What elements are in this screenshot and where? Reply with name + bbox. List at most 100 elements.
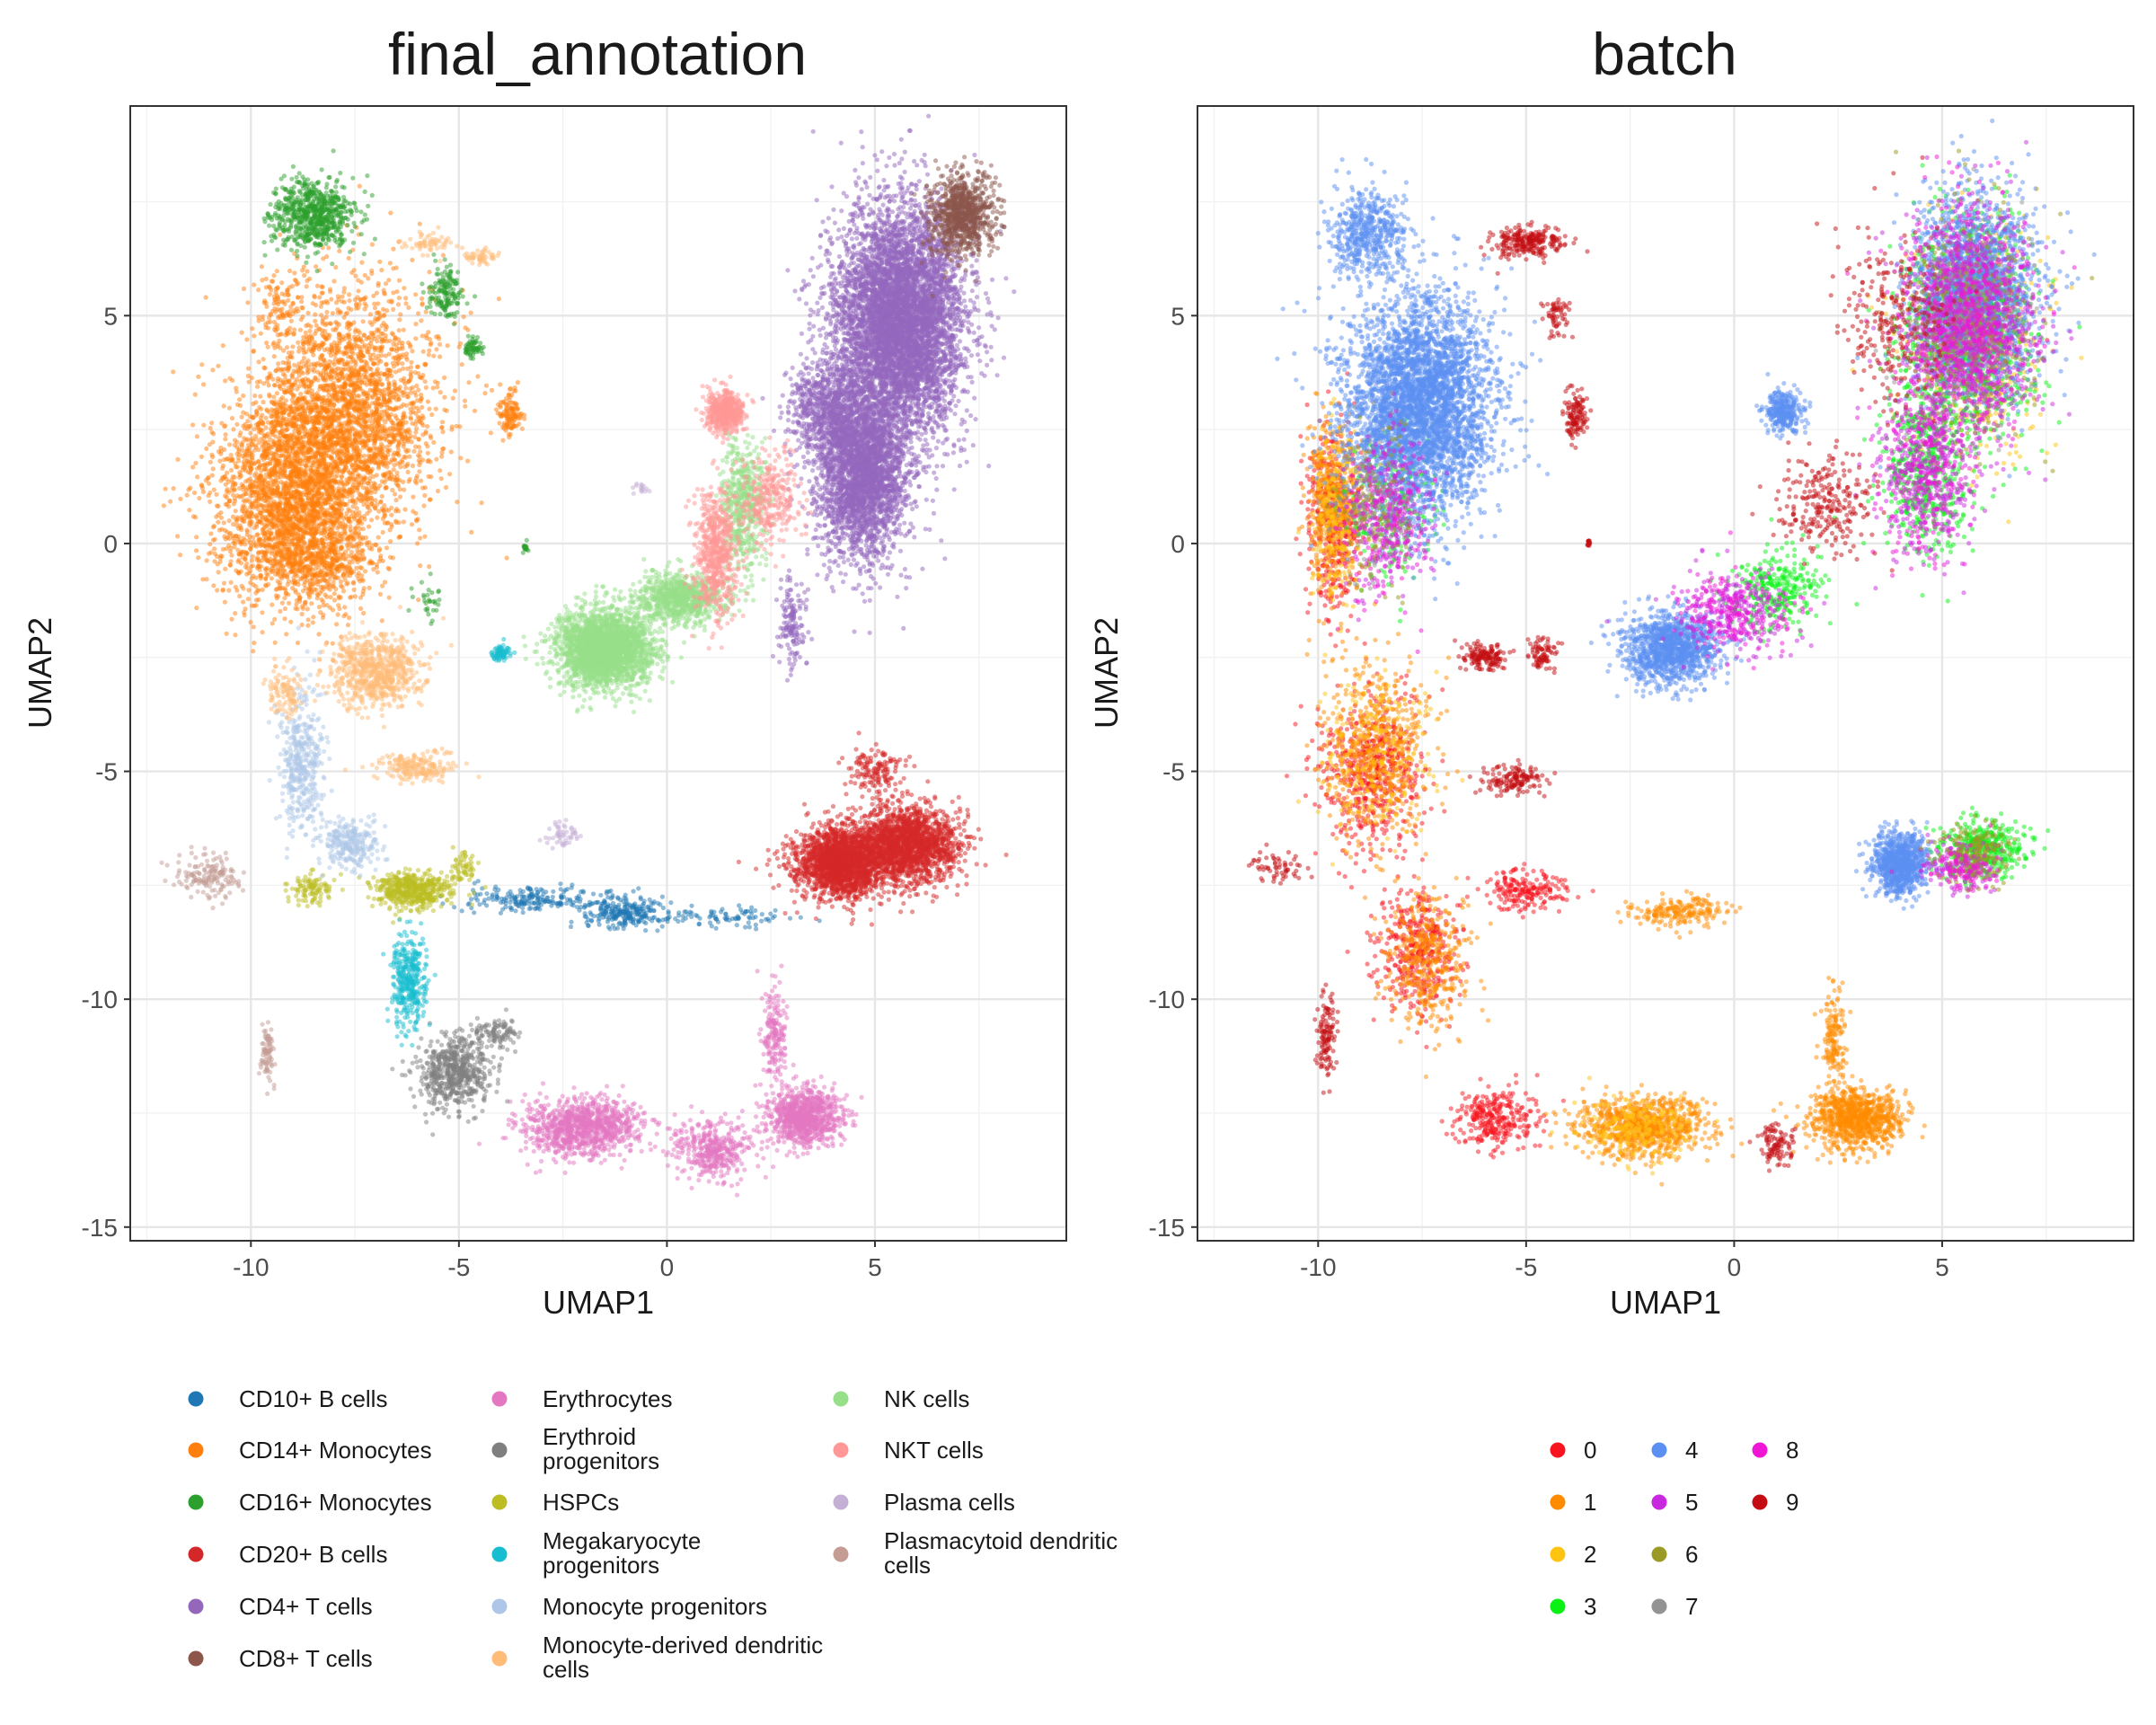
legend-batch: 0 1 2 3 4 5 6 7 8 9 [1551,1437,1799,1620]
legend-item: 7 [1652,1593,1699,1620]
y-axis-title-final-annotation: UMAP2 [22,617,58,729]
legend-item: Plasmacytoid dendritic cells [834,1527,1118,1579]
legend-label: CD20+ B cells [239,1541,387,1568]
legend-key [1551,1495,1566,1510]
legend-item: 1 [1551,1489,1597,1516]
legend-label: Erythroid progenitors [543,1423,659,1474]
legend-key [492,1599,508,1614]
legend-item: 6 [1652,1541,1699,1568]
legend-item: CD14+ Monocytes [189,1437,432,1464]
series-plasmacytoid-dendritic-cells-points [160,845,278,1096]
y-tick-label: 0 [1171,530,1185,558]
x-axis-title-batch: UMAP1 [1610,1284,1721,1321]
legend-label: 3 [1584,1593,1596,1620]
legend-label: Monocyte progenitors [543,1593,767,1620]
legend-key [189,1651,204,1667]
y-ticks-batch: -15 -10 -5 0 5 [1149,302,1197,1241]
points-final-annotation [160,114,1017,1198]
legend-key [189,1443,204,1458]
final-annotation-panel: final_annotation -10 -5 0 5 -15-10-505 UMAP… [22,21,1118,1683]
x-ticks-final-annotation: -10 -5 0 5 [233,1241,882,1281]
legend-label: CD16+ Monocytes [239,1489,432,1516]
batch-panel: batch -10 -5 0 5 -15 -10 -5 0 5 UMAP1 UMAP2 0 1 2… [1088,21,2134,1620]
legend-item: NKT cells [834,1437,984,1464]
legend-label: 9 [1786,1489,1798,1516]
legend-item: Erythroid progenitors [492,1423,660,1474]
legend-item: Megakaryocyte progenitors [492,1527,702,1579]
legend-label: Erythrocytes [543,1385,673,1412]
legend-item: 3 [1551,1593,1597,1620]
legend-key [492,1651,508,1667]
series-cd10-b-cells-points [438,879,822,933]
legend-key [492,1495,508,1510]
x-tick-label: 0 [1727,1253,1742,1281]
legend-key [1652,1547,1667,1562]
legend-key [189,1392,204,1407]
legend-item: 2 [1551,1541,1597,1568]
legend-label: 8 [1786,1437,1798,1464]
legend-label: 7 [1685,1593,1698,1620]
legend-item: CD8+ T cells [189,1645,373,1672]
legend-item: Erythrocytes [492,1385,673,1412]
points-batch [1247,119,2097,1187]
legend-key [834,1443,849,1458]
series-hspcs-points [283,845,488,925]
legend-key [1753,1495,1768,1510]
x-axis-title-final-annotation: UMAP1 [543,1284,654,1321]
y-ticks-final-annotation: -15 -10 -5 0 5 [82,302,130,1241]
legend-label: Plasmacytoid dendritic cells [884,1527,1118,1579]
x-ticks-batch: -10 -5 0 5 [1300,1241,1949,1281]
legend-key [834,1392,849,1407]
legend-item: CD10+ B cells [189,1385,388,1412]
legend-key [1551,1599,1566,1614]
legend-item: 8 [1753,1437,1799,1464]
legend-label: Megakaryocyte progenitors [543,1527,701,1579]
legend-label: 1 [1584,1489,1596,1516]
legend-label: NK cells [884,1385,969,1412]
y-tick-label: -15 [82,1214,118,1242]
legend-item: Monocyte progenitors [492,1593,768,1620]
y-tick-label: -5 [1162,758,1185,786]
legend-key [492,1392,508,1407]
y-tick-label: -15 [1149,1214,1185,1242]
legend-key [1652,1599,1667,1614]
legend-key [1551,1443,1566,1458]
legend-item: NK cells [834,1385,970,1412]
legend-key [189,1599,204,1614]
legend-label: CD8+ T cells [239,1645,373,1672]
legend-key [834,1547,849,1562]
legend-item: 0 [1551,1437,1597,1464]
legend-label: Plasma cells [884,1489,1015,1516]
legend-item: CD20+ B cells [189,1541,388,1568]
legend-label: 4 [1685,1437,1698,1464]
legend-final-annotation: CD10+ B cells CD14+ Monocytes CD16+ Monocy… [189,1385,1118,1683]
y-axis-title-batch: UMAP2 [1088,617,1125,729]
legend-item: 5 [1652,1489,1699,1516]
legend-item: HSPCs [492,1489,620,1516]
x-tick-label: -10 [233,1253,269,1281]
legend-label: 2 [1584,1541,1596,1568]
legend-label: CD4+ T cells [239,1593,373,1620]
y-tick-label: -10 [82,986,118,1013]
legend-label: 5 [1685,1489,1698,1516]
legend-label: NKT cells [884,1437,984,1464]
y-tick-label: -5 [95,758,118,786]
legend-key [1652,1495,1667,1510]
legend-key [492,1547,508,1562]
legend-item: CD16+ Monocytes [189,1489,432,1516]
panel-title-batch: batch [1592,21,1736,87]
series-erythroid-progenitors-points [390,1007,522,1137]
legend-label: 0 [1584,1437,1596,1464]
y-tick-label: 0 [103,530,118,558]
legend-item: CD4+ T cells [189,1593,373,1620]
x-tick-label: 0 [660,1253,675,1281]
y-tick-label: 5 [1171,302,1185,330]
legend-key [1652,1443,1667,1458]
y-tick-label: 5 [103,302,118,330]
legend-key [1551,1547,1566,1562]
legend-label: HSPCs [543,1489,619,1516]
legend-key [189,1495,204,1510]
y-tick-label: -10 [1149,986,1185,1013]
x-tick-label: 5 [1935,1253,1949,1281]
